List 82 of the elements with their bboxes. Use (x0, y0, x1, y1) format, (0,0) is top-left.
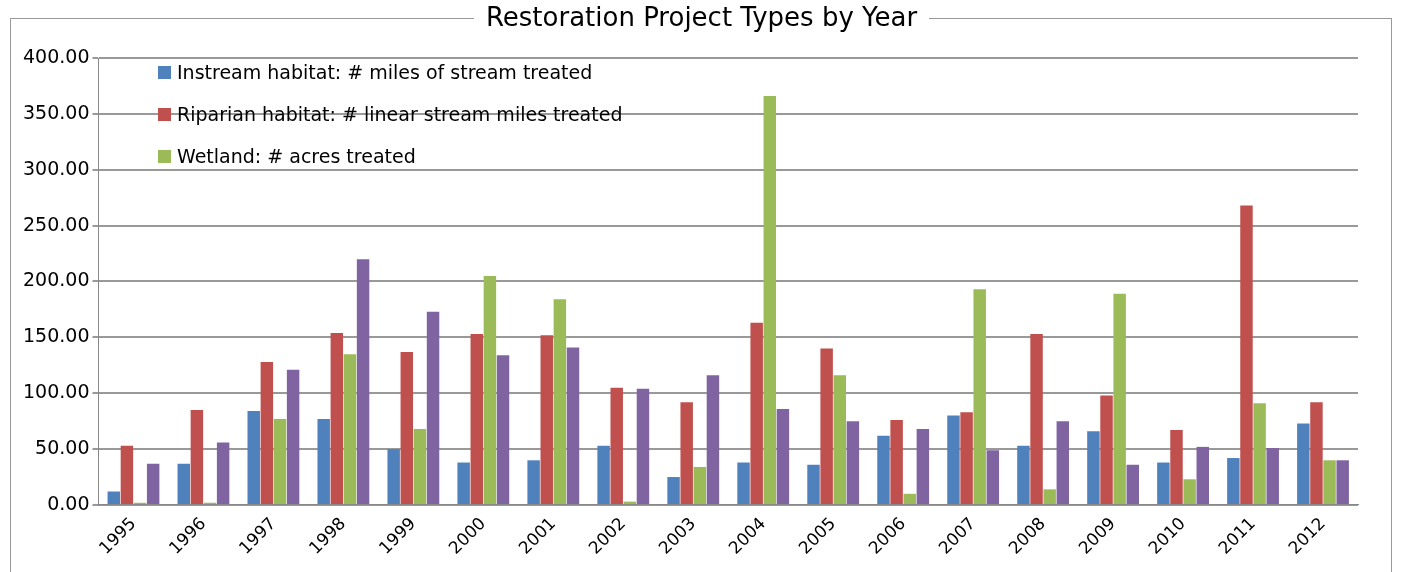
bar (343, 354, 357, 504)
bar (273, 418, 287, 504)
bar (763, 95, 777, 504)
bar (706, 375, 720, 504)
bar (317, 418, 330, 504)
bar (470, 334, 484, 504)
y-tick-label: 0.00 (47, 491, 90, 514)
bar (260, 361, 274, 504)
bar (1336, 460, 1349, 504)
bar (1183, 479, 1196, 504)
bar (1266, 447, 1279, 504)
bar (916, 429, 930, 504)
y-tick-label: 350.00 (23, 100, 90, 123)
bar (1017, 445, 1030, 504)
bar (413, 429, 427, 504)
bar (846, 421, 860, 504)
bar (986, 450, 1000, 504)
bar (1113, 293, 1126, 504)
bar (1126, 464, 1140, 504)
bar (807, 464, 820, 504)
bar (1297, 423, 1310, 504)
bar (903, 493, 916, 504)
bar (973, 289, 986, 504)
bar (636, 388, 650, 504)
bar (216, 442, 230, 504)
bar (680, 402, 693, 504)
legend-label: Riparian habitat: # linear stream miles treated (177, 102, 623, 127)
bar (1253, 403, 1266, 504)
bar (1056, 421, 1070, 504)
bar (387, 449, 400, 504)
bar (820, 348, 833, 504)
bar (286, 369, 300, 504)
bar (877, 435, 890, 504)
y-tick-label: 100.00 (23, 380, 90, 403)
bar (553, 299, 567, 504)
legend-label: Wetland: # acres treated (177, 144, 416, 169)
y-tick-label: 250.00 (23, 212, 90, 235)
bar (1170, 430, 1183, 504)
bar (610, 387, 623, 504)
legend-label: Instream habitat: # miles of stream treated (177, 60, 593, 85)
bar (1157, 462, 1170, 504)
bar (120, 445, 134, 504)
bar (1196, 446, 1209, 504)
bar (483, 275, 497, 504)
bar (737, 462, 750, 504)
bar (247, 411, 260, 504)
bar (693, 466, 707, 504)
bar (496, 355, 510, 504)
bar (527, 460, 540, 504)
bar (1030, 334, 1043, 504)
bar (190, 410, 204, 504)
bar (457, 462, 470, 504)
bar (400, 351, 414, 504)
bar (1100, 395, 1113, 504)
bar (566, 347, 580, 504)
bar (540, 335, 553, 504)
bar (776, 408, 790, 504)
bar (1323, 460, 1336, 504)
bar (146, 463, 160, 504)
y-tick-label: 400.00 (23, 44, 90, 67)
bar (1240, 205, 1253, 504)
y-tick-label: 200.00 (23, 268, 90, 291)
bar (750, 322, 763, 504)
bar (1087, 431, 1100, 504)
bar (667, 477, 680, 504)
bar (1227, 458, 1240, 504)
bar (833, 375, 846, 504)
bar (177, 463, 190, 504)
y-tick-label: 50.00 (35, 436, 90, 459)
bar (330, 332, 344, 504)
bar (356, 259, 370, 504)
bar (597, 445, 610, 504)
bar (107, 491, 121, 504)
bar (960, 412, 973, 504)
bar (1043, 489, 1056, 504)
chart-title: Restoration Project Types by Year (473, 2, 930, 32)
bar (1310, 402, 1323, 504)
y-tick-label: 150.00 (23, 324, 90, 347)
bar (947, 415, 960, 504)
bar (890, 420, 903, 504)
bar (426, 311, 440, 504)
y-tick-label: 300.00 (23, 156, 90, 179)
